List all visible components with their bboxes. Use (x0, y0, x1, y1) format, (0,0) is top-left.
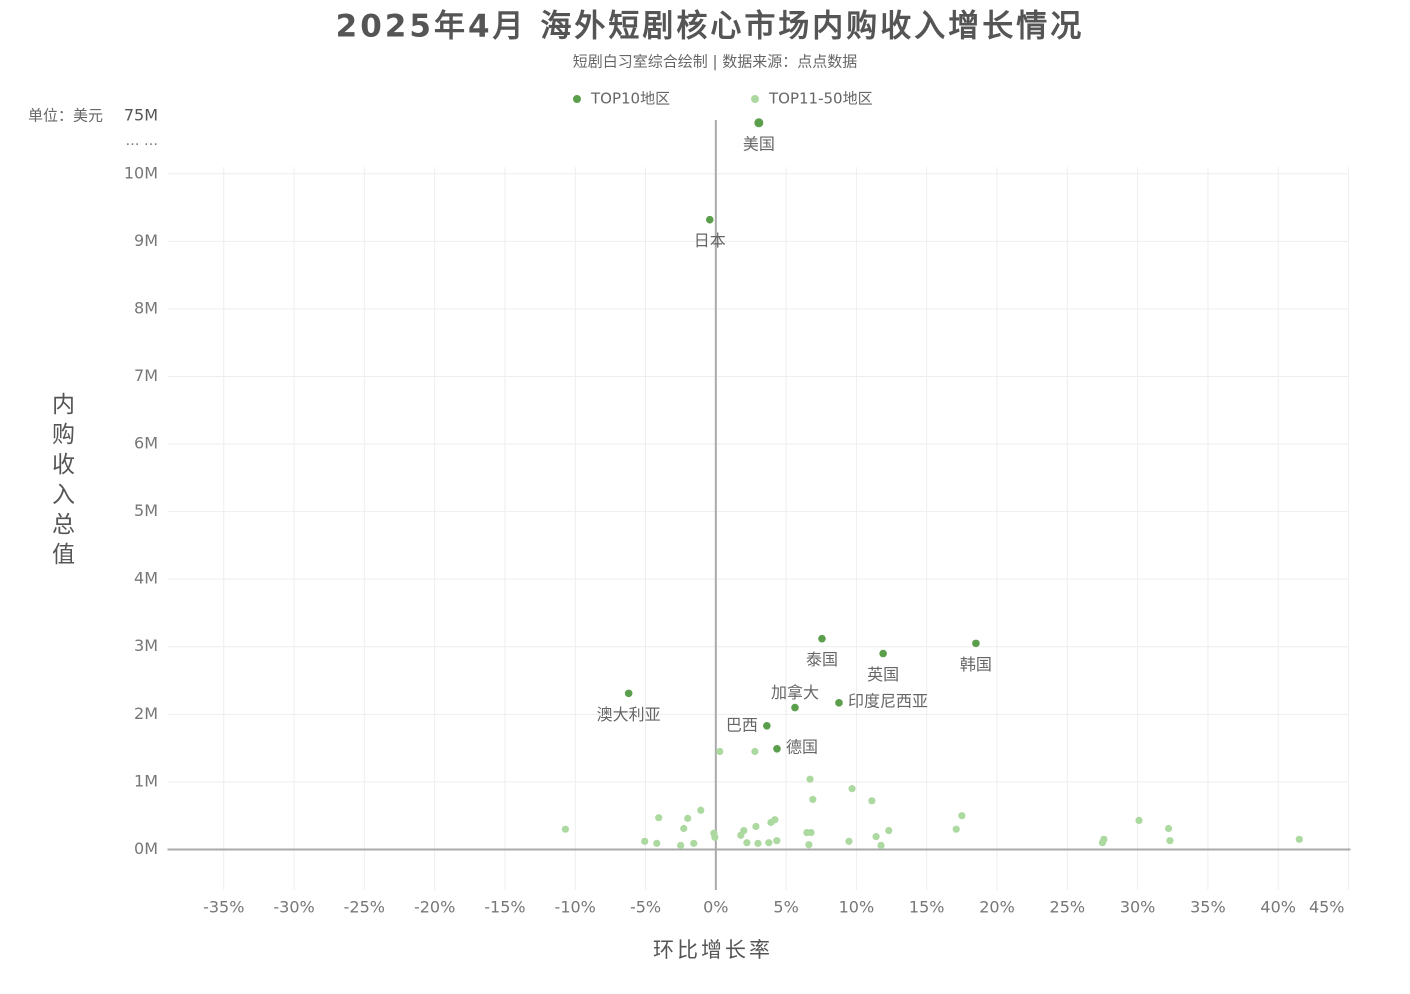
data-point (771, 816, 779, 824)
y-tick-label: 4M (134, 569, 158, 588)
legend-label: TOP11-50地区 (768, 90, 873, 108)
x-tick-label: -15% (484, 898, 525, 917)
y-tick-label: 7M (134, 366, 158, 385)
point-label: 澳大利亚 (597, 705, 661, 724)
data-point (773, 744, 781, 753)
point-label: 德国 (786, 737, 818, 756)
unit-label: 单位：美元 (28, 107, 103, 125)
x-tick-label: 10% (839, 898, 875, 917)
data-point (879, 649, 887, 658)
data-point (743, 839, 751, 847)
data-point (653, 839, 661, 847)
point-label: 韩国 (960, 655, 992, 674)
data-point (754, 839, 762, 847)
x-tick-label: -5% (630, 898, 661, 917)
chart-subtitle: 短剧白习室综合绘制 | 数据来源：点点数据 (573, 53, 858, 71)
data-point (711, 833, 719, 841)
point-label: 加拿大 (771, 683, 819, 702)
data-point (697, 806, 705, 814)
data-point (972, 639, 980, 648)
data-point (641, 837, 649, 845)
data-point (872, 833, 880, 841)
data-point (885, 826, 893, 835)
data-point (818, 634, 826, 643)
data-point (1100, 835, 1108, 843)
data-point (809, 795, 817, 804)
data-point (952, 825, 960, 833)
x-tick-label: -30% (273, 898, 314, 917)
data-point (740, 826, 748, 835)
data-point (765, 839, 773, 847)
data-point (655, 814, 663, 822)
x-tick-label: -35% (203, 898, 244, 917)
data-point (807, 828, 815, 837)
x-tick-label: 15% (909, 898, 945, 917)
data-point (561, 825, 569, 833)
data-point (763, 722, 771, 730)
axis-break-label: … … (126, 133, 158, 149)
data-point (752, 822, 760, 831)
y-tick-label: 1M (134, 771, 158, 790)
data-point (1166, 837, 1174, 845)
point-label: 日本 (694, 231, 726, 250)
x-tick-label: 35% (1190, 898, 1226, 917)
data-point (716, 747, 724, 756)
data-point (751, 747, 759, 756)
data-point (773, 837, 781, 845)
x-tick-label: -25% (344, 898, 385, 917)
data-point (845, 837, 853, 845)
data-point (690, 839, 698, 847)
data-point (835, 699, 843, 707)
x-tick-label: 20% (979, 898, 1015, 917)
point-label: 美国 (743, 134, 775, 153)
data-point (705, 215, 714, 224)
legend-marker (573, 95, 581, 103)
y-tick-label: 5M (134, 501, 158, 520)
y-axis-title: 内购收入总值 (48, 392, 76, 572)
data-point (806, 775, 814, 783)
data-point (684, 814, 692, 822)
legend-marker (751, 95, 759, 103)
point-label: 英国 (867, 665, 899, 684)
data-point (1164, 824, 1173, 833)
x-tick-label: 40% (1260, 898, 1296, 917)
data-point (868, 797, 876, 805)
y-tick-label: 3M (134, 636, 158, 655)
data-point (848, 785, 856, 793)
y-tick-label: 75M (124, 106, 158, 125)
legend-label: TOP10地区 (590, 90, 670, 108)
point-label: 巴西 (726, 715, 758, 734)
data-point (1135, 816, 1143, 825)
y-tick-label: 10M (124, 163, 158, 182)
data-point (791, 703, 799, 712)
x-tick-label: -20% (414, 898, 455, 917)
x-tick-label: 25% (1050, 898, 1086, 917)
point-label: 泰国 (806, 650, 838, 669)
data-point (1295, 835, 1303, 843)
data-point (624, 689, 633, 698)
y-tick-label: 9M (134, 231, 158, 250)
x-tick-label: 45% (1309, 898, 1345, 917)
y-tick-label: 8M (134, 298, 158, 317)
y-tick-label: 6M (134, 434, 158, 453)
data-point (677, 841, 685, 850)
data-point (958, 812, 966, 820)
x-tick-label: 0% (703, 898, 728, 917)
y-tick-label: 2M (134, 704, 158, 723)
x-tick-label: 5% (773, 898, 798, 917)
x-tick-label: 30% (1120, 898, 1156, 917)
x-tick-label: -10% (555, 898, 596, 917)
chart-title: 2025年4月 海外短剧核心市场内购收入增长情况 (336, 9, 1085, 45)
y-tick-label: 0M (134, 839, 158, 858)
data-point (754, 118, 764, 128)
data-point (805, 841, 813, 849)
data-point (680, 824, 688, 833)
point-label: 印度尼西亚 (848, 691, 928, 710)
x-axis-title: 环比增长率 (653, 938, 773, 962)
data-point (877, 841, 885, 850)
